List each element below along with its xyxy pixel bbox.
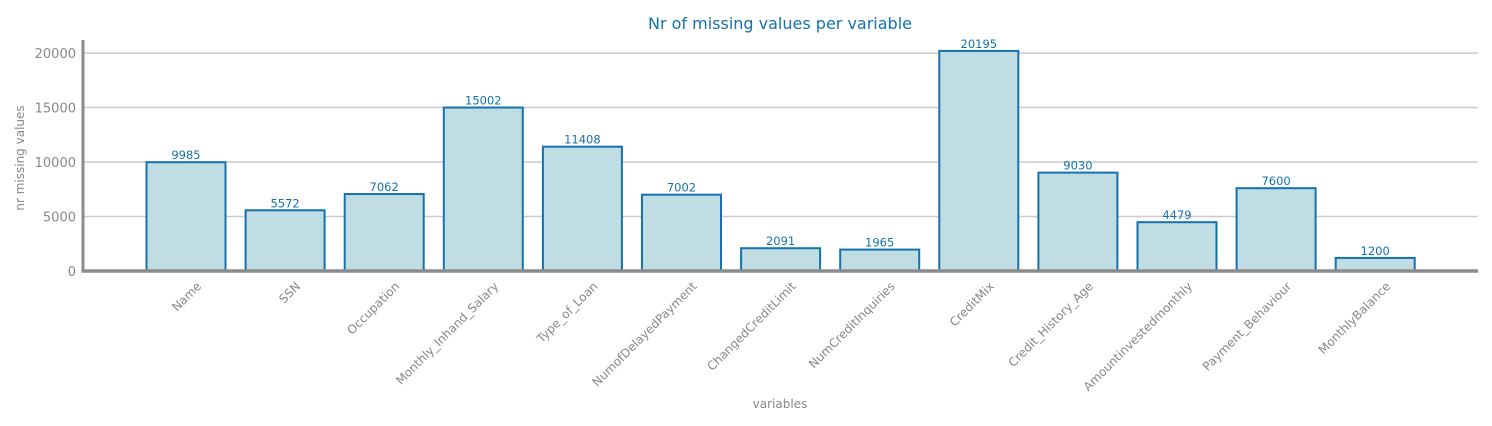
bar-Payment_Behaviour xyxy=(1235,187,1317,272)
data-label-Monthly_Inhand_Salary: 15002 xyxy=(465,94,502,108)
x-tick-label-MonthlyBalance: MonthlyBalance xyxy=(1316,279,1394,357)
bar-NumCreditInquiries xyxy=(839,248,921,272)
x-tick-label-Credit_History_Age: Credit_History_Age xyxy=(1006,279,1097,370)
x-tick-label-NumCreditInquiries: NumCreditInquiries xyxy=(806,279,898,371)
data-label-NumofDelayedPayment: 7002 xyxy=(667,181,696,195)
bar-MonthlyBalance xyxy=(1334,256,1416,273)
x-tick-label-ChangedCreditLimit: ChangedCreditLimit xyxy=(704,279,799,374)
bar-Name xyxy=(145,161,227,272)
y-tick-labels: 0 5000 10000 15000 20000 xyxy=(35,47,76,280)
bar-SSN xyxy=(244,209,326,272)
x-tick-label-Occupation: Occupation xyxy=(344,279,402,337)
x-tick-label-Monthly_Inhand_Salary: Monthly_Inhand_Salary xyxy=(393,279,501,387)
y-tick-label: 15000 xyxy=(35,102,76,117)
x-axis-label: variables xyxy=(753,397,808,411)
bar-Monthly_Inhand_Salary xyxy=(442,106,524,273)
y-tick-label: 20000 xyxy=(35,47,76,62)
data-label-Payment_Behaviour: 7600 xyxy=(1261,174,1290,188)
bar-NumofDelayedPayment xyxy=(641,193,722,272)
x-tick-label-SSN: SSN xyxy=(276,279,303,306)
x-tick-label-NumofDelayedPayment: NumofDelayedPayment xyxy=(589,279,699,389)
data-label-CreditMix: 20195 xyxy=(961,37,998,51)
y-tick-label: 0 xyxy=(68,265,76,280)
data-label-Type_of_Loan: 11408 xyxy=(564,133,601,147)
bar-Occupation xyxy=(343,193,425,272)
bar-Type_of_Loan xyxy=(541,145,623,272)
x-tick-label-CreditMix: CreditMix xyxy=(947,279,997,329)
x-tick-label-Amountinvestedmonthly: Amountinvestedmonthly xyxy=(1081,279,1195,393)
y-tick-label: 10000 xyxy=(35,156,76,171)
bar-Credit_History_Age xyxy=(1037,171,1119,272)
data-label-Name: 9985 xyxy=(171,148,200,162)
x-tick-label-Name: Name xyxy=(169,279,204,314)
chart-title: Nr of missing values per variable xyxy=(648,14,912,33)
data-label-Amountinvestedmonthly: 4479 xyxy=(1162,208,1191,222)
x-tick-label-Type_of_Loan: Type_of_Loan xyxy=(533,279,600,346)
data-label-MonthlyBalance: 1200 xyxy=(1361,244,1390,258)
y-axis-label: nr missing values xyxy=(13,105,27,210)
x-tick-label-Payment_Behaviour: Payment_Behaviour xyxy=(1200,279,1294,373)
bar-ChangedCreditLimit xyxy=(740,247,822,272)
data-label-NumCreditInquiries: 1965 xyxy=(865,236,894,250)
data-labels: 9985 5572 7062 15002 11408 7002 2091 1965 20195 9… xyxy=(171,37,1389,258)
bar-CreditMix xyxy=(938,49,1020,272)
bars xyxy=(145,49,1416,273)
y-tick-label: 5000 xyxy=(43,211,76,226)
bar-Amountinvestedmonthly xyxy=(1136,221,1218,272)
data-label-SSN: 5572 xyxy=(270,196,299,210)
data-label-Occupation: 7062 xyxy=(370,180,399,194)
data-label-ChangedCreditLimit: 2091 xyxy=(766,234,795,248)
data-label-Credit_History_Age: 9030 xyxy=(1063,159,1092,173)
axes xyxy=(81,40,1478,273)
